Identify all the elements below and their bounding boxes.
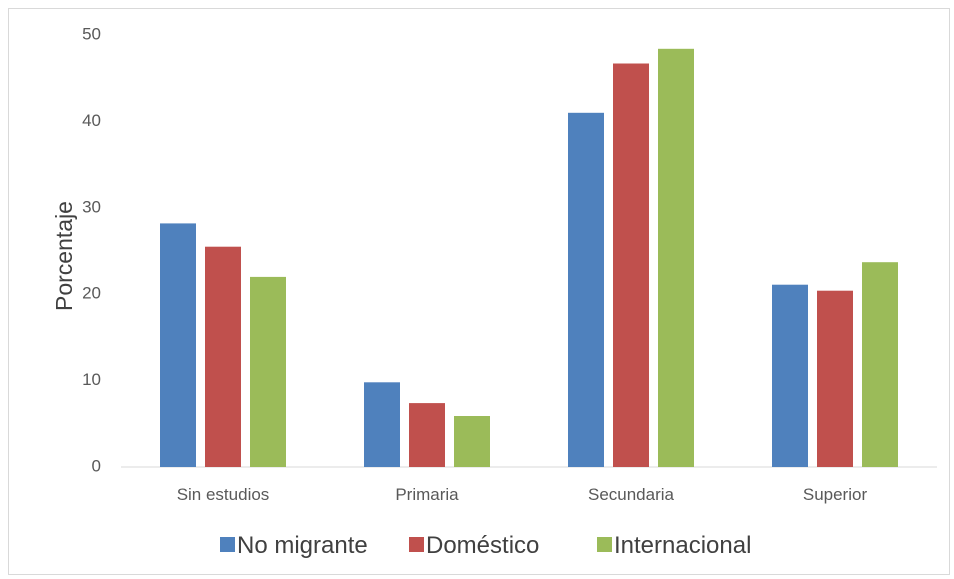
bar (817, 290, 853, 467)
x-tick-label: Sin estudios (177, 485, 270, 504)
x-tick-label: Primaria (395, 485, 459, 504)
bar (205, 246, 241, 467)
bar (160, 223, 196, 467)
bar (409, 403, 445, 467)
y-tick-label: 50 (82, 24, 101, 43)
legend-label: No migrante (237, 532, 368, 559)
bar (364, 382, 400, 467)
legend-swatch (597, 537, 612, 552)
x-tick-label: Superior (803, 485, 868, 504)
y-axis-title: Porcentaje (51, 201, 77, 311)
y-tick-label: 20 (82, 284, 101, 303)
y-tick-label: 0 (92, 456, 101, 475)
bar (613, 63, 649, 467)
y-axis-ticks: 0 10 20 30 40 50 (82, 24, 101, 475)
legend: No migrante Doméstico Internacional (220, 532, 751, 559)
legend-swatch (409, 537, 424, 552)
bars (160, 48, 898, 468)
bar (250, 276, 286, 467)
x-axis-ticks: Sin estudios Primaria Secundaria Superior (177, 485, 868, 504)
legend-label: Internacional (614, 532, 751, 559)
y-tick-label: 10 (82, 370, 101, 389)
bar (454, 416, 490, 467)
bar (862, 262, 898, 467)
bar (658, 48, 694, 468)
legend-label: Doméstico (426, 532, 539, 559)
y-tick-label: 30 (82, 197, 101, 216)
legend-swatch (220, 537, 235, 552)
bar (568, 112, 604, 468)
x-tick-label: Secundaria (588, 485, 675, 504)
y-tick-label: 40 (82, 111, 101, 130)
bar (772, 284, 808, 467)
